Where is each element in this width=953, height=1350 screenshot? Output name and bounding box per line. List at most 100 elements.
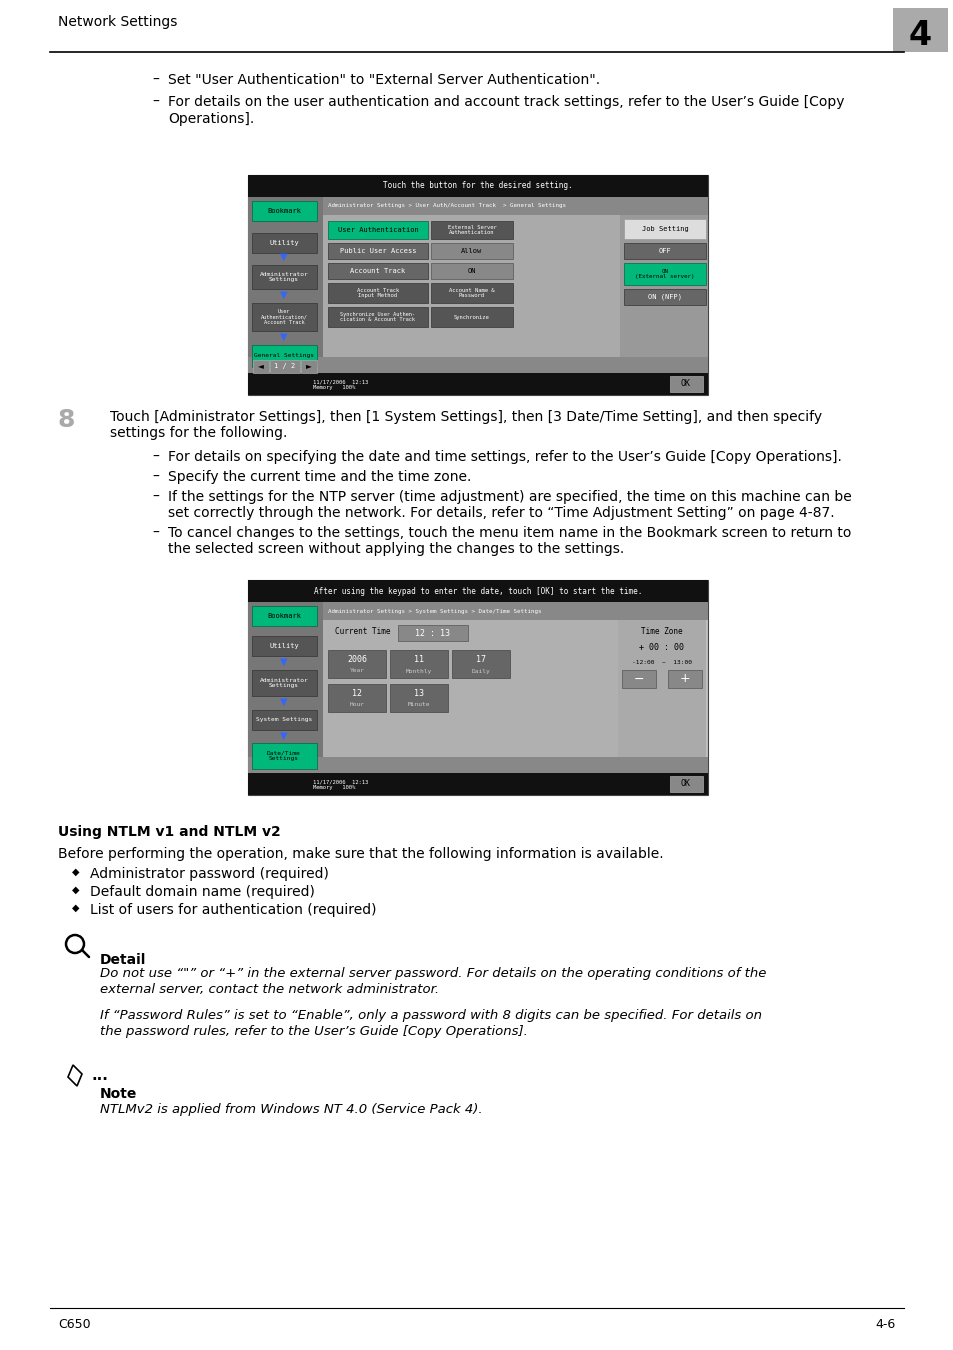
Text: Monthly: Monthly — [405, 668, 432, 674]
Text: 17: 17 — [476, 655, 485, 663]
Bar — [323, 620, 619, 774]
Text: Administrator
Settings: Administrator Settings — [259, 678, 308, 688]
FancyBboxPatch shape — [328, 284, 428, 302]
Text: Synchronize User Authen-
cication & Account Track: Synchronize User Authen- cication & Acco… — [340, 312, 416, 323]
Text: If the settings for the NTP server (time adjustment) are specified, the time on : If the settings for the NTP server (time… — [168, 490, 851, 504]
Text: set correctly through the network. For details, refer to “Time Adjustment Settin: set correctly through the network. For d… — [168, 506, 834, 520]
Text: 12 : 13: 12 : 13 — [416, 629, 450, 637]
Text: External Server
Authentication: External Server Authentication — [447, 224, 496, 235]
Text: ◆: ◆ — [71, 903, 79, 913]
Text: Job Setting: Job Setting — [641, 225, 688, 232]
FancyBboxPatch shape — [328, 221, 428, 239]
Text: Allow: Allow — [461, 248, 482, 254]
Text: the password rules, refer to the User’s Guide [Copy Operations].: the password rules, refer to the User’s … — [100, 1025, 527, 1038]
FancyBboxPatch shape — [431, 243, 513, 259]
Bar — [248, 197, 323, 396]
Text: General Settings: General Settings — [253, 354, 314, 359]
FancyBboxPatch shape — [252, 346, 316, 367]
Text: User
Authentication/
Account Track: User Authentication/ Account Track — [260, 309, 307, 325]
Text: ◆: ◆ — [71, 867, 79, 878]
FancyBboxPatch shape — [328, 649, 386, 678]
FancyBboxPatch shape — [328, 243, 428, 259]
Text: -12:00  ~  13:00: -12:00 ~ 13:00 — [631, 660, 691, 664]
Text: 4-6: 4-6 — [875, 1318, 895, 1331]
Text: OK: OK — [680, 779, 690, 788]
Text: Administrator Settings > System Settings > Date/Time Settings: Administrator Settings > System Settings… — [328, 609, 541, 613]
Text: OFF: OFF — [658, 248, 671, 254]
Text: ▼: ▼ — [280, 697, 288, 707]
Text: Before performing the operation, make sure that the following information is ava: Before performing the operation, make su… — [58, 846, 663, 861]
FancyBboxPatch shape — [623, 263, 705, 285]
Text: −: − — [633, 672, 643, 686]
Bar — [248, 176, 707, 197]
Text: Administrator password (required): Administrator password (required) — [90, 867, 329, 882]
FancyBboxPatch shape — [252, 670, 316, 697]
Text: Bookmark: Bookmark — [267, 613, 301, 620]
Text: 11/17/2006  12:13: 11/17/2006 12:13 — [313, 379, 368, 385]
Text: ►: ► — [306, 362, 312, 370]
FancyBboxPatch shape — [252, 743, 316, 770]
FancyBboxPatch shape — [390, 649, 448, 678]
Text: OK: OK — [680, 379, 690, 389]
Text: User Authentication: User Authentication — [337, 227, 418, 234]
Text: –: – — [152, 470, 159, 485]
Text: Network Settings: Network Settings — [58, 15, 177, 28]
FancyBboxPatch shape — [328, 684, 386, 711]
Text: For details on specifying the date and time settings, refer to the User’s Guide : For details on specifying the date and t… — [168, 450, 841, 464]
Text: ▼: ▼ — [280, 730, 288, 741]
Text: Touch [Administrator Settings], then [1 System Settings], then [3 Date/Time Sett: Touch [Administrator Settings], then [1 … — [110, 410, 821, 424]
Text: Do not use “"” or “+” in the external server password. For details on the operat: Do not use “"” or “+” in the external se… — [100, 967, 765, 980]
Text: ▼: ▼ — [280, 657, 288, 667]
Text: Using NTLM v1 and NTLM v2: Using NTLM v1 and NTLM v2 — [58, 825, 280, 838]
Text: Daily: Daily — [471, 668, 490, 674]
Text: Time Zone: Time Zone — [640, 628, 682, 636]
Text: Date/Time
Settings: Date/Time Settings — [267, 751, 300, 761]
FancyBboxPatch shape — [397, 625, 468, 641]
FancyBboxPatch shape — [623, 219, 705, 239]
Text: ON
(External server): ON (External server) — [635, 269, 694, 279]
Bar — [248, 176, 707, 396]
FancyBboxPatch shape — [390, 684, 448, 711]
Text: For details on the user authentication and account track settings, refer to the : For details on the user authentication a… — [168, 95, 843, 109]
Text: 1 / 2: 1 / 2 — [274, 363, 295, 369]
FancyBboxPatch shape — [452, 649, 510, 678]
Text: Bookmark: Bookmark — [267, 208, 301, 215]
Text: –: – — [152, 450, 159, 464]
FancyBboxPatch shape — [253, 360, 269, 373]
Text: 11/17/2006  12:13: 11/17/2006 12:13 — [313, 779, 368, 784]
Bar — [323, 197, 707, 215]
Text: –: – — [152, 95, 159, 109]
Text: –: – — [152, 490, 159, 504]
Text: 11: 11 — [414, 655, 423, 663]
FancyBboxPatch shape — [252, 606, 316, 626]
Text: List of users for authentication (required): List of users for authentication (requir… — [90, 903, 376, 917]
FancyBboxPatch shape — [431, 263, 513, 279]
FancyBboxPatch shape — [328, 263, 428, 279]
FancyBboxPatch shape — [669, 776, 702, 792]
FancyBboxPatch shape — [252, 234, 316, 252]
Bar — [248, 602, 323, 795]
FancyBboxPatch shape — [669, 377, 702, 392]
Bar — [248, 356, 707, 373]
FancyBboxPatch shape — [431, 306, 513, 327]
Text: Note: Note — [100, 1087, 137, 1102]
FancyBboxPatch shape — [252, 265, 316, 289]
Text: Specify the current time and the time zone.: Specify the current time and the time zo… — [168, 470, 471, 485]
FancyBboxPatch shape — [623, 243, 705, 259]
FancyBboxPatch shape — [252, 710, 316, 730]
Text: settings for the following.: settings for the following. — [110, 427, 287, 440]
Text: external server, contact the network administrator.: external server, contact the network adm… — [100, 983, 438, 996]
Text: 12: 12 — [352, 688, 361, 698]
Text: Account Track: Account Track — [350, 269, 405, 274]
Text: 4: 4 — [907, 19, 930, 53]
Text: Hour: Hour — [349, 702, 364, 707]
Text: + 00 : 00: + 00 : 00 — [639, 644, 684, 652]
Text: Utility: Utility — [269, 643, 298, 649]
FancyBboxPatch shape — [431, 221, 513, 239]
Text: NTLMv2 is applied from Windows NT 4.0 (Service Pack 4).: NTLMv2 is applied from Windows NT 4.0 (S… — [100, 1103, 482, 1116]
Bar — [248, 373, 707, 396]
Text: If “Password Rules” is set to “Enable”, only a password with 8 digits can be spe: If “Password Rules” is set to “Enable”, … — [100, 1008, 761, 1022]
FancyBboxPatch shape — [667, 670, 701, 688]
Text: Memory   100%: Memory 100% — [313, 386, 355, 390]
Text: Minute: Minute — [407, 702, 430, 707]
